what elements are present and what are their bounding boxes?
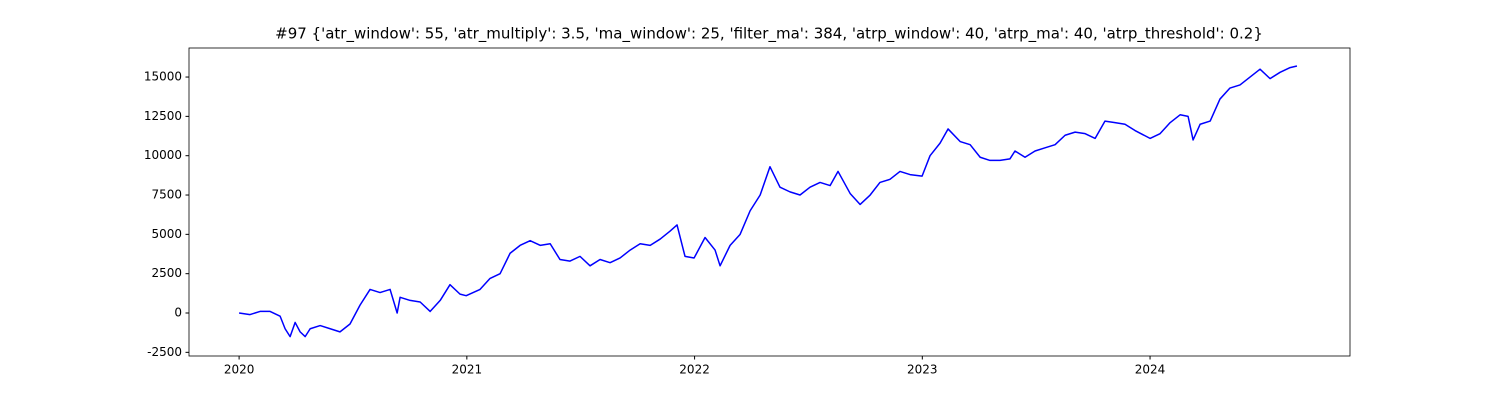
y-tick-label: 0 (174, 306, 182, 320)
y-tick-label: 7500 (151, 188, 182, 202)
y-tick-label: 2500 (151, 266, 182, 280)
x-tick-label: 2020 (224, 363, 255, 377)
y-tick-label: 12500 (144, 109, 182, 123)
plot-frame (188, 47, 1351, 357)
x-tick-label: 2022 (679, 363, 710, 377)
x-tick-label: 2024 (1135, 363, 1166, 377)
line-series (238, 65, 1298, 338)
y-tick-label: 5000 (151, 227, 182, 241)
y-tick-label: 15000 (144, 70, 182, 84)
y-tick-label: 10000 (144, 148, 182, 162)
chart-title: #97 {'atr_window': 55, 'atr_multiply': 3… (275, 25, 1263, 44)
y-tick-label: -2500 (147, 345, 182, 359)
x-tick-label: 2023 (907, 363, 938, 377)
x-tick-label: 2021 (452, 363, 483, 377)
